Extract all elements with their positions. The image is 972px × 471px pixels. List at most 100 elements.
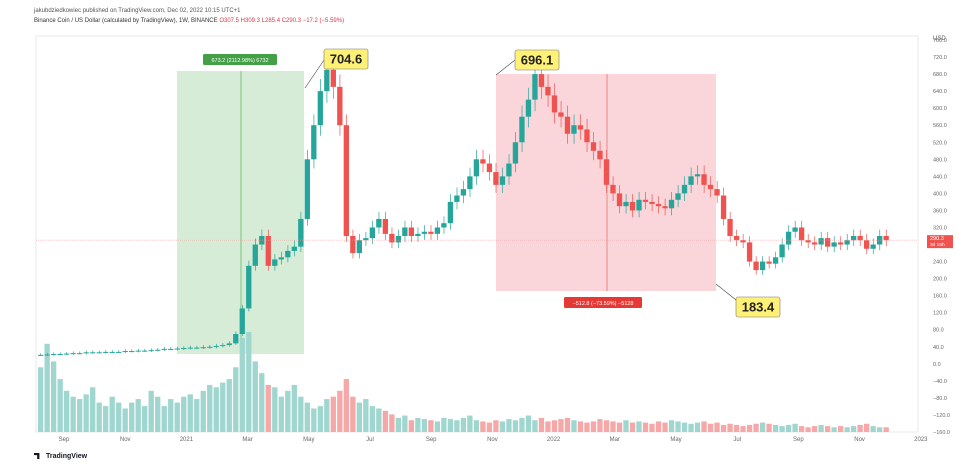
candle-body xyxy=(772,257,779,264)
volume-bar xyxy=(434,421,441,432)
x-tick-label: Nov xyxy=(854,437,865,443)
y-tick-label: −120.0 xyxy=(933,413,950,419)
volume-bar xyxy=(129,402,135,432)
candle-body xyxy=(356,240,362,254)
volume-bar xyxy=(577,421,584,432)
current-price-value: 290.3 xyxy=(930,236,944,242)
volume-bar xyxy=(616,422,623,432)
candle-body xyxy=(486,163,493,173)
volume-bar xyxy=(662,422,668,432)
plot-frame xyxy=(35,35,919,433)
volume-bar xyxy=(311,408,317,432)
candle-body xyxy=(863,240,870,249)
candle-body xyxy=(766,261,772,264)
volume-bar xyxy=(486,422,493,432)
candle-body xyxy=(798,227,805,241)
volume-bar xyxy=(694,422,701,432)
candle-body xyxy=(655,204,662,207)
volume-bar xyxy=(356,402,362,432)
candle-body xyxy=(421,231,428,234)
volume-bar xyxy=(727,423,733,432)
volume-bar xyxy=(779,426,785,432)
volume-bar xyxy=(493,420,499,432)
volume-bar xyxy=(447,419,454,432)
candle-body xyxy=(304,159,310,219)
candle-body xyxy=(551,95,558,113)
volume-bar xyxy=(759,422,766,432)
candle-body xyxy=(285,250,291,258)
volume-bar xyxy=(551,420,558,432)
peak-2021-callout-leader xyxy=(304,59,325,89)
volume-bar xyxy=(675,421,681,432)
volume-bar xyxy=(558,419,564,432)
candle-body xyxy=(623,201,629,207)
volume-bar xyxy=(798,426,805,432)
volume-bar xyxy=(330,396,336,432)
low-2022-callout-value: 183.4 xyxy=(742,300,775,315)
volume-bar xyxy=(142,406,148,432)
candle-body xyxy=(51,354,57,356)
volume-bar xyxy=(870,426,876,432)
volume-bar xyxy=(408,420,415,432)
candle-body xyxy=(460,189,467,196)
volume-bar xyxy=(389,414,395,432)
volume-bar xyxy=(460,417,467,432)
volume-bar xyxy=(155,396,161,432)
volume-bar xyxy=(506,419,512,432)
candle-body xyxy=(714,189,720,196)
candle-body xyxy=(363,238,369,241)
volume-bar xyxy=(382,410,389,432)
volume-bar xyxy=(792,423,798,432)
volume-bar xyxy=(70,396,76,432)
volume-bar xyxy=(818,424,824,432)
publisher-line: jakubdziedkowiec published on TradingVie… xyxy=(34,8,241,14)
volume-bar xyxy=(291,384,297,432)
volume-bar xyxy=(337,390,343,432)
volume-bar xyxy=(785,424,792,432)
ohlc-values: O307.5 H309.3 L285.4 C290.3 −17.2 (−5.59… xyxy=(219,18,345,24)
candle-body xyxy=(831,242,837,247)
candle-body xyxy=(850,236,857,241)
candle-body xyxy=(434,227,441,234)
candle-body xyxy=(428,231,434,234)
volume-bar xyxy=(350,396,356,432)
current-price-countdown: 3d 15h xyxy=(930,242,945,248)
candle-body xyxy=(473,159,480,177)
candle-body xyxy=(746,242,753,262)
volume-bar xyxy=(246,332,252,432)
candle-body xyxy=(707,184,714,190)
candle-body xyxy=(194,347,200,349)
volume-bar xyxy=(668,420,675,432)
volume-bar xyxy=(181,396,187,432)
volume-bar xyxy=(415,417,421,432)
volume-bar xyxy=(649,423,655,432)
candle-body xyxy=(629,201,636,211)
volume-bar xyxy=(863,423,870,432)
gain-measure-badge xyxy=(203,54,277,65)
candle-body xyxy=(135,350,141,352)
candle-body xyxy=(467,176,473,190)
volume-bar xyxy=(103,406,109,432)
volume-bar xyxy=(109,396,115,432)
y-tick-label: 720.0 xyxy=(933,55,947,61)
volume-bar xyxy=(805,427,811,432)
current-price-tag xyxy=(927,235,953,249)
volume-bar xyxy=(441,417,447,432)
candle-body xyxy=(369,227,375,239)
y-axis-label: USD xyxy=(933,36,946,42)
candle-body xyxy=(415,233,421,236)
candle-body xyxy=(727,218,733,236)
volume-bar xyxy=(168,399,174,432)
candle-body xyxy=(564,116,571,134)
candle-body xyxy=(44,354,50,356)
volume-bar xyxy=(883,427,889,432)
volume-bar xyxy=(688,423,694,432)
volume-bar xyxy=(545,421,551,432)
candle-body xyxy=(532,74,538,100)
x-tick-label: Sep xyxy=(59,437,70,443)
candle-body xyxy=(519,116,525,143)
y-tick-label: 0.0 xyxy=(933,362,941,368)
volume-bar xyxy=(265,384,271,432)
volume-bar xyxy=(83,394,89,432)
